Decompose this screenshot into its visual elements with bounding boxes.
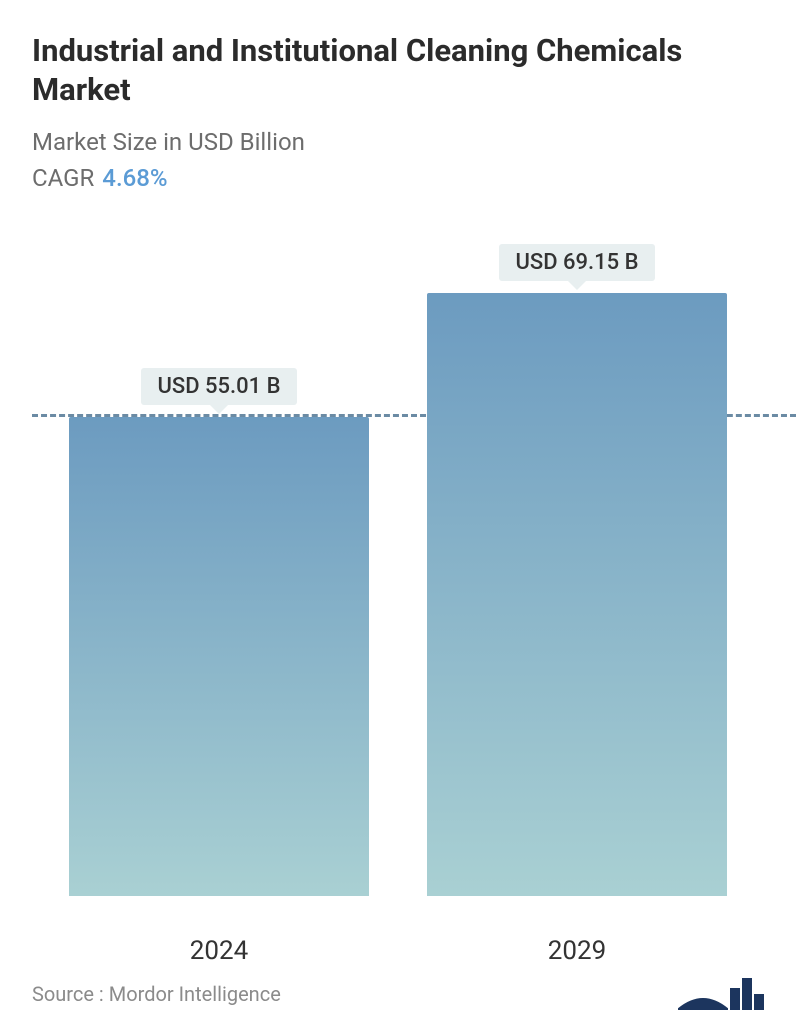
bar-datalabel-1: USD 69.15 B bbox=[499, 244, 654, 281]
source-label: Source : Mordor Intelligence bbox=[32, 982, 281, 1006]
chart-title: Industrial and Institutional Cleaning Ch… bbox=[32, 32, 764, 110]
chart-card: Industrial and Institutional Cleaning Ch… bbox=[0, 0, 796, 1034]
x-label-0: 2024 bbox=[69, 920, 369, 966]
cagr-label: CAGR bbox=[32, 164, 94, 192]
cagr-row: CAGR 4.68% bbox=[32, 164, 764, 192]
x-label-1: 2029 bbox=[427, 920, 727, 966]
x-axis: 2024 2029 bbox=[32, 920, 764, 966]
bar-col-0: USD 55.01 B bbox=[69, 368, 369, 896]
bar-datalabel-0: USD 55.01 B bbox=[141, 368, 296, 405]
bars-container: USD 55.01 B USD 69.15 B bbox=[32, 286, 764, 896]
chart-inner: USD 55.01 B USD 69.15 B bbox=[32, 240, 764, 897]
logo-swoosh-icon bbox=[678, 998, 728, 1010]
bar-0 bbox=[69, 417, 369, 896]
chart-area: USD 55.01 B USD 69.15 B 2024 2029 bbox=[32, 240, 764, 967]
footer: Source : Mordor Intelligence bbox=[32, 978, 764, 1010]
logo-bar-icon bbox=[742, 978, 752, 1010]
logo-bar-icon bbox=[730, 988, 740, 1010]
brand-logo bbox=[678, 978, 764, 1010]
bar-col-1: USD 69.15 B bbox=[427, 244, 727, 896]
cagr-value: 4.68% bbox=[102, 164, 167, 192]
logo-bar-icon bbox=[754, 994, 764, 1010]
chart-subtitle: Market Size in USD Billion bbox=[32, 128, 764, 156]
bar-1 bbox=[427, 293, 727, 896]
